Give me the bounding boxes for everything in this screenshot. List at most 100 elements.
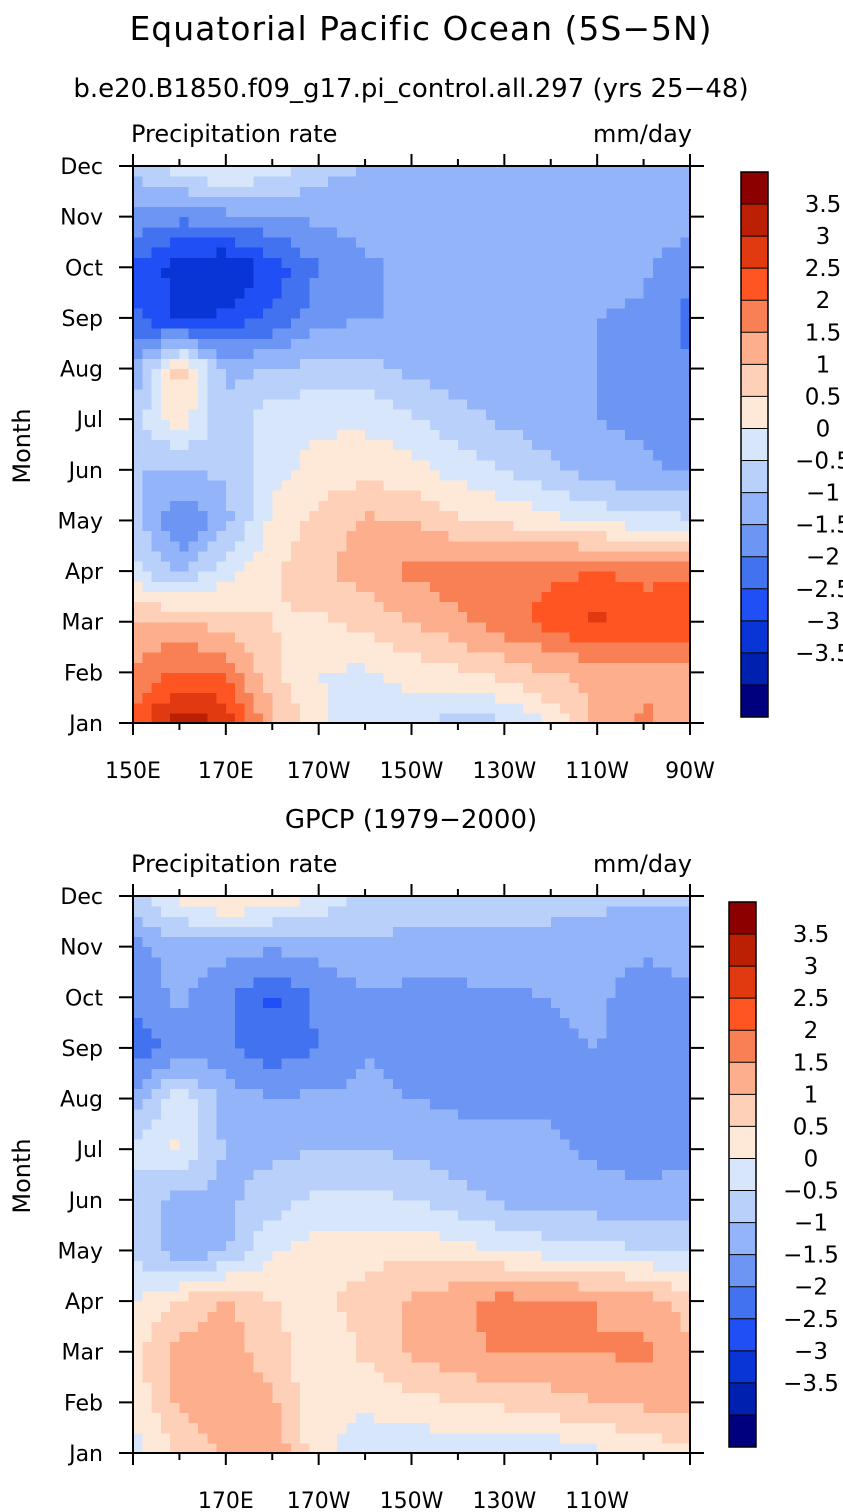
contour-cell xyxy=(253,236,264,248)
contour-cell xyxy=(253,1311,264,1322)
contour-cell xyxy=(541,662,552,673)
contour-cell xyxy=(179,1412,190,1424)
contour-cell xyxy=(374,1199,385,1211)
contour-cell xyxy=(597,216,608,228)
contour-cell xyxy=(448,398,459,410)
contour-cell xyxy=(597,631,608,643)
contour-cell xyxy=(420,1432,431,1444)
contour-cell xyxy=(634,1331,645,1343)
contour-cell xyxy=(420,1209,431,1221)
contour-cell xyxy=(133,469,143,481)
contour-cell xyxy=(309,1392,320,1403)
contour-cell xyxy=(457,1402,468,1414)
contour-cell xyxy=(680,560,691,572)
contour-cell xyxy=(541,398,552,410)
contour-cell xyxy=(207,368,218,380)
contour-cell xyxy=(467,449,478,461)
contour-cell xyxy=(188,1250,199,1262)
contour-cell xyxy=(578,1341,589,1353)
contour-cell xyxy=(133,439,143,451)
contour-cell xyxy=(495,1341,505,1353)
contour-cell xyxy=(133,419,143,430)
contour-cell xyxy=(346,490,357,501)
contour-cell xyxy=(365,1230,375,1241)
contour-cell xyxy=(337,1250,348,1262)
contour-cell xyxy=(560,398,570,410)
contour-cell xyxy=(625,500,635,511)
contour-cell xyxy=(550,641,561,653)
contour-cell xyxy=(151,1270,162,1282)
contour-cell xyxy=(476,267,487,278)
contour-cell xyxy=(318,530,329,542)
contour-cell xyxy=(309,1230,320,1241)
contour-cell xyxy=(597,348,608,360)
contour-cell xyxy=(606,1402,617,1414)
contour-cell xyxy=(402,257,413,268)
contour-cell xyxy=(485,358,496,370)
contour-cell xyxy=(513,1220,524,1231)
contour-cell xyxy=(448,1331,459,1343)
contour-cell xyxy=(402,1270,413,1282)
contour-cell xyxy=(262,581,273,592)
contour-cell xyxy=(207,378,218,390)
contour-cell xyxy=(133,429,143,441)
contour-cell xyxy=(671,409,682,420)
contour-cell xyxy=(355,409,366,420)
contour-cell xyxy=(485,1371,496,1383)
contour-cell xyxy=(318,297,329,309)
contour-cell xyxy=(318,510,329,522)
contour-cell xyxy=(272,1189,283,1201)
contour-cell xyxy=(652,500,663,511)
contour-cell xyxy=(290,621,301,633)
contour-cell xyxy=(374,1209,385,1221)
contour-cell xyxy=(272,186,283,197)
contour-cell xyxy=(160,328,171,339)
contour-cell xyxy=(541,611,552,623)
contour-cell xyxy=(262,236,273,248)
contour-cell xyxy=(495,439,505,451)
contour-cell xyxy=(262,652,273,663)
contour-cell xyxy=(467,510,478,522)
contour-cell xyxy=(671,317,682,329)
contour-cell xyxy=(625,1250,635,1262)
contour-cell xyxy=(504,530,515,542)
contour-cell xyxy=(374,581,385,592)
contour-cell xyxy=(262,1371,273,1383)
contour-cell xyxy=(262,550,273,562)
contour-cell xyxy=(569,439,580,451)
contour-cell xyxy=(569,490,580,501)
contour-cell xyxy=(318,469,329,481)
contour-cell xyxy=(216,1412,227,1424)
contour-cell xyxy=(272,540,283,552)
contour-cell xyxy=(522,540,533,552)
contour-cell xyxy=(597,652,608,663)
contour-cell xyxy=(309,247,320,258)
contour-cell xyxy=(170,1321,181,1333)
y-tick-label: Nov xyxy=(60,206,103,231)
contour-cell xyxy=(411,1209,422,1221)
contour-cell xyxy=(513,702,524,714)
contour-cell xyxy=(179,277,190,289)
contour-cell xyxy=(309,338,320,349)
contour-cell xyxy=(365,1220,375,1231)
contour-cell xyxy=(392,368,403,380)
contour-cell xyxy=(160,571,171,582)
contour-cell xyxy=(272,226,283,238)
contour-cell xyxy=(346,348,357,360)
contour-cell xyxy=(578,196,589,208)
contour-cell xyxy=(541,631,552,643)
contour-cell xyxy=(290,702,301,714)
contour-cell xyxy=(365,297,375,309)
contour-cell xyxy=(467,338,478,349)
contour-cell xyxy=(439,662,450,673)
contour-cell xyxy=(485,1270,496,1282)
contour-cell xyxy=(188,358,199,370)
contour-cell xyxy=(142,1341,153,1353)
contour-cell xyxy=(225,1442,236,1454)
contour-cell xyxy=(476,1280,487,1292)
contour-cell xyxy=(504,1382,515,1393)
contour-cell xyxy=(383,601,394,613)
contour-cell xyxy=(207,348,218,360)
contour-cell xyxy=(179,1301,190,1312)
contour-cell xyxy=(355,1321,366,1333)
